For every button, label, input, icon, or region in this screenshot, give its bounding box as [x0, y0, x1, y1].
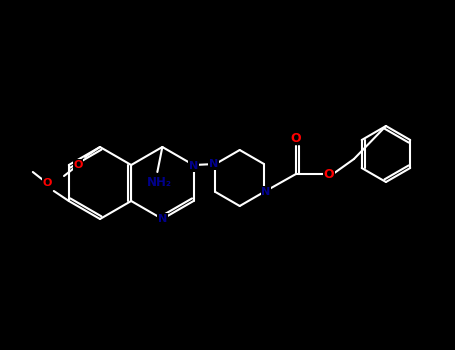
Text: N: N — [261, 187, 271, 197]
Text: O: O — [324, 168, 334, 181]
Text: N: N — [209, 159, 218, 169]
Text: N: N — [189, 161, 198, 171]
Text: O: O — [42, 178, 51, 188]
Text: O: O — [73, 160, 83, 170]
Text: O: O — [291, 132, 301, 145]
Text: N: N — [158, 214, 167, 224]
Text: NH₂: NH₂ — [147, 175, 172, 189]
